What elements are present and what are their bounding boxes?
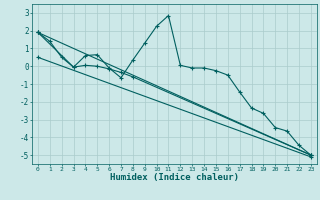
X-axis label: Humidex (Indice chaleur): Humidex (Indice chaleur)	[110, 173, 239, 182]
